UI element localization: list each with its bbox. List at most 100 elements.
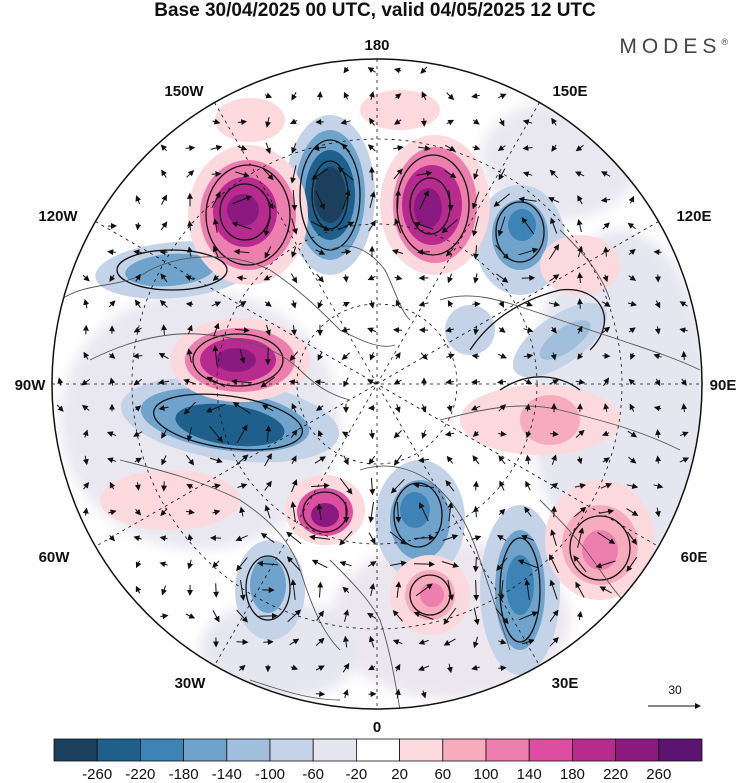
wind-vector-arrow bbox=[413, 611, 434, 620]
colorbar-tick-label: -60 bbox=[302, 766, 324, 783]
wind-vector-arrow bbox=[577, 272, 583, 283]
wind-vectors bbox=[56, 66, 690, 699]
wind-vector-arrow bbox=[341, 249, 352, 256]
wind-vector-arrow bbox=[549, 379, 560, 385]
wind-vector-arrow bbox=[186, 427, 193, 442]
wind-vector-arrow bbox=[577, 298, 584, 309]
wind-vector-arrow bbox=[186, 483, 194, 490]
wind-vector-arrow bbox=[134, 457, 143, 464]
wind-vector-arrow bbox=[548, 301, 561, 307]
wind-vector-arrow bbox=[498, 508, 506, 516]
wind-vector-arrow bbox=[187, 559, 194, 570]
wind-vector-arrow bbox=[603, 246, 610, 257]
wind-vector-arrow bbox=[602, 457, 610, 464]
meridian-line bbox=[95, 221, 659, 547]
contour-line bbox=[469, 288, 606, 351]
wind-vector-arrow bbox=[160, 508, 168, 517]
wind-vector-arrow bbox=[265, 142, 271, 155]
wind-vector-arrow bbox=[135, 560, 142, 569]
wind-vector-arrow bbox=[525, 454, 532, 465]
wind-vector-arrow bbox=[286, 556, 301, 572]
wind-vector-arrow bbox=[263, 274, 272, 281]
lon-label-180: 180 bbox=[364, 37, 389, 54]
negative-lobe-inner bbox=[508, 209, 536, 241]
wind-vector-arrow bbox=[471, 216, 479, 237]
wind-vector-arrow bbox=[549, 554, 559, 574]
wind-vector-arrow bbox=[679, 301, 688, 307]
wind-vector-arrow bbox=[160, 144, 168, 152]
wind-vector-arrow bbox=[343, 501, 350, 523]
colorbar-tick-label: 60 bbox=[434, 766, 451, 783]
wind-vector-arrow bbox=[108, 534, 115, 542]
wind-vector-arrow bbox=[340, 119, 351, 125]
wind-vector-arrow bbox=[159, 299, 168, 308]
coastline bbox=[359, 465, 511, 651]
colorbar-swatch bbox=[658, 738, 703, 762]
wind-vector-arrow bbox=[57, 377, 64, 386]
negative-lobe-inner bbox=[175, 403, 285, 447]
wind-vector-arrow bbox=[628, 456, 637, 464]
wind-vector-arrow bbox=[232, 402, 251, 414]
wind-vector-arrow bbox=[574, 506, 587, 517]
wind-vector-arrow bbox=[368, 429, 375, 440]
wind-vector-arrow bbox=[525, 480, 531, 491]
wind-vector-arrow bbox=[161, 585, 167, 596]
wind-vector-arrow bbox=[576, 456, 583, 465]
wind-vector-arrow bbox=[524, 378, 533, 385]
wind-vector-arrow bbox=[603, 377, 610, 387]
colorbar-tick-label: -260 bbox=[82, 766, 112, 783]
wind-vector-arrow bbox=[213, 322, 220, 337]
wind-vector-arrow bbox=[289, 638, 300, 646]
wind-vector-arrow bbox=[575, 429, 585, 438]
wind-vector-arrow bbox=[317, 300, 324, 309]
wind-vector-arrow bbox=[518, 247, 539, 256]
wind-vector-arrow bbox=[472, 430, 480, 437]
wind-vector-arrow bbox=[393, 327, 403, 334]
wind-vector-arrow bbox=[496, 557, 508, 571]
wind-vector-arrow bbox=[394, 93, 402, 100]
wind-vector-arrow bbox=[550, 430, 559, 437]
wind-vector-arrow bbox=[654, 507, 661, 518]
wind-vector-arrow bbox=[498, 665, 507, 672]
wind-vector-arrow bbox=[160, 221, 168, 231]
colorbar-tick-label: -20 bbox=[346, 766, 368, 783]
wind-vector-arrow bbox=[107, 457, 117, 464]
wind-vector-arrow bbox=[395, 189, 402, 210]
wind-vector-arrow bbox=[257, 560, 279, 567]
wind-vector-arrow bbox=[367, 379, 377, 385]
wind-vector-arrow bbox=[311, 168, 329, 180]
brand-logo: MODES® bbox=[619, 35, 728, 59]
wind-vector-arrow bbox=[132, 352, 143, 359]
colorbar-swatch bbox=[96, 738, 141, 762]
wind-vector-arrow bbox=[523, 327, 534, 333]
wind-vector-arrow bbox=[471, 353, 480, 360]
wind-vector-arrow bbox=[418, 457, 430, 463]
wind-vector-arrow bbox=[367, 274, 376, 281]
wind-vector-arrow bbox=[473, 636, 479, 649]
wind-vector-arrow bbox=[133, 326, 142, 333]
wind-vector-arrow bbox=[81, 404, 90, 411]
wind-vector-arrow bbox=[393, 430, 402, 439]
wind-vector-arrow bbox=[341, 352, 350, 360]
wind-vector-arrow bbox=[603, 403, 610, 413]
wind-vector-arrow bbox=[187, 246, 193, 257]
wind-vector-arrow bbox=[238, 300, 247, 307]
contour-line bbox=[192, 333, 284, 387]
wind-vector-arrow bbox=[183, 401, 196, 415]
wind-vector-arrow bbox=[445, 479, 455, 492]
wind-vector-arrow bbox=[231, 378, 253, 385]
wind-vector-arrow bbox=[212, 345, 219, 366]
wind-vector-arrow bbox=[655, 429, 662, 439]
colorbar-tick-label: 140 bbox=[517, 766, 542, 783]
vector-scale-label: 30 bbox=[668, 683, 682, 697]
wind-vector-arrow bbox=[316, 610, 324, 621]
wind-vector-arrow bbox=[288, 379, 299, 386]
coastline bbox=[439, 405, 681, 451]
wind-vector-arrow bbox=[161, 455, 167, 466]
wind-vector-arrow bbox=[315, 404, 324, 411]
wind-vector-arrow bbox=[316, 91, 323, 100]
wind-vector-arrow bbox=[369, 477, 376, 496]
wind-vector-arrow bbox=[343, 91, 350, 100]
wind-vector-arrow bbox=[418, 301, 429, 307]
colorbar-swatch bbox=[442, 738, 487, 762]
